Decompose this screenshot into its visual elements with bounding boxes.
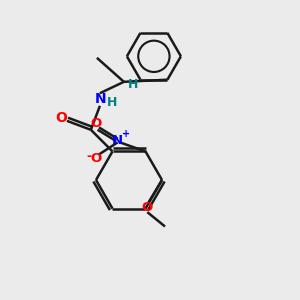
- Text: N: N: [95, 92, 106, 106]
- Text: O: O: [90, 117, 102, 130]
- Text: O: O: [142, 201, 153, 214]
- Text: H: H: [128, 78, 138, 91]
- Text: +: +: [122, 129, 130, 139]
- Text: -: -: [86, 150, 91, 163]
- Text: O: O: [56, 111, 68, 125]
- Text: H: H: [107, 96, 118, 109]
- Text: N: N: [112, 134, 123, 146]
- Text: O: O: [90, 152, 102, 165]
